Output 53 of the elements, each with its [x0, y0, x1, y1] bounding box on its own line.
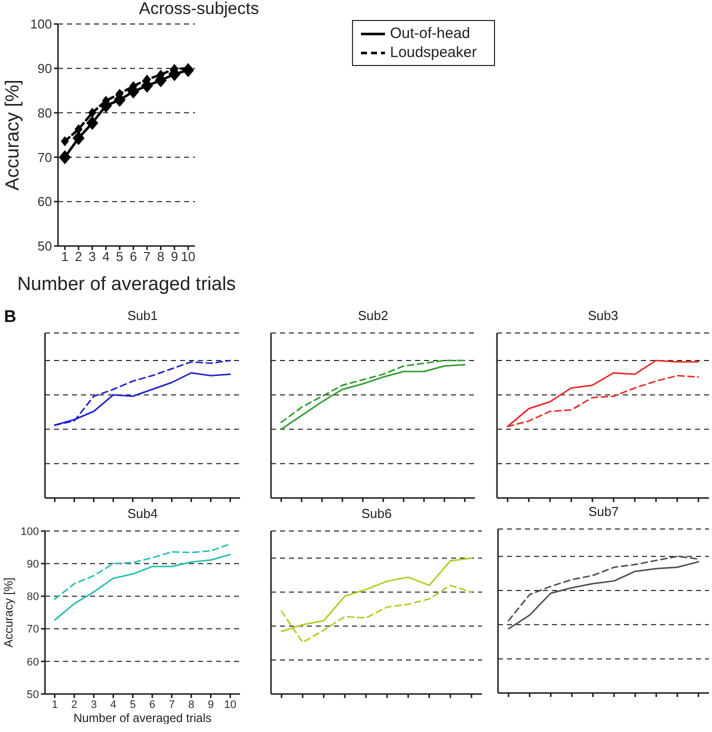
x-tick-label: 8 [157, 249, 164, 264]
point [86, 116, 98, 130]
x-tick-label: 1 [61, 249, 68, 264]
x-tick-label: 2 [74, 249, 82, 264]
point [74, 124, 83, 134]
x-tick-label: 2 [71, 698, 78, 711]
y-tick-label: 60 [38, 194, 52, 210]
y-tick-label: 60 [26, 656, 39, 668]
x-tick-label: 9 [170, 249, 178, 264]
point [60, 136, 69, 146]
chart-title: Sub2 [356, 307, 390, 325]
chart-title: Sub3 [586, 307, 620, 325]
point [72, 131, 85, 146]
x-tick-label: 3 [90, 698, 97, 711]
y-axis-title: Accuracy [%] [1, 577, 16, 648]
point [58, 150, 71, 164]
x-tick-label: 10 [224, 698, 236, 711]
x-tick-label: 4 [110, 698, 116, 711]
x-tick-label: 5 [116, 249, 124, 264]
x-tick-label: 6 [149, 698, 156, 711]
chart-title: Sub4 [126, 505, 159, 523]
y-tick-label: 70 [38, 150, 52, 165]
x-tick-label: 6 [130, 249, 137, 264]
x-tick-label: 10 [180, 249, 196, 264]
y-tick-label: 50 [26, 688, 39, 701]
y-tick-label: 100 [30, 16, 52, 32]
x-tick-label: 1 [52, 698, 58, 711]
y-tick-label: 90 [26, 558, 39, 571]
y-axis-title: Accuracy [%] [2, 80, 24, 190]
text: B [4, 307, 16, 327]
chart-title: Sub6 [360, 505, 393, 523]
y-tick-label: 100 [20, 526, 39, 538]
chart-title: Sub1 [126, 307, 159, 325]
x-tick-label: 7 [143, 249, 151, 264]
x-tick-label: 4 [102, 249, 110, 264]
line-series [54, 543, 231, 600]
y-tick-label: 80 [38, 105, 52, 120]
y-tick-label: 50 [38, 238, 52, 254]
x-tick-label: 9 [208, 698, 214, 711]
x-tick-label: 7 [168, 698, 175, 711]
y-tick-label: 80 [26, 591, 39, 604]
line-series [54, 554, 231, 621]
x-tick-label: 3 [88, 249, 96, 264]
point [88, 108, 96, 118]
x-axis-title: Number of averaged trials [17, 274, 236, 295]
y-tick-label: 70 [26, 624, 39, 636]
x-tick-label: 8 [188, 698, 194, 711]
chart-title: Sub7 [587, 503, 620, 521]
legend-label: Out-of-head [390, 24, 470, 43]
x-tick-label: 5 [130, 698, 136, 711]
legend-label: Loudspeaker [390, 43, 477, 62]
y-tick-label: 90 [38, 61, 52, 76]
chart-title: Across-subjects [138, 0, 260, 18]
